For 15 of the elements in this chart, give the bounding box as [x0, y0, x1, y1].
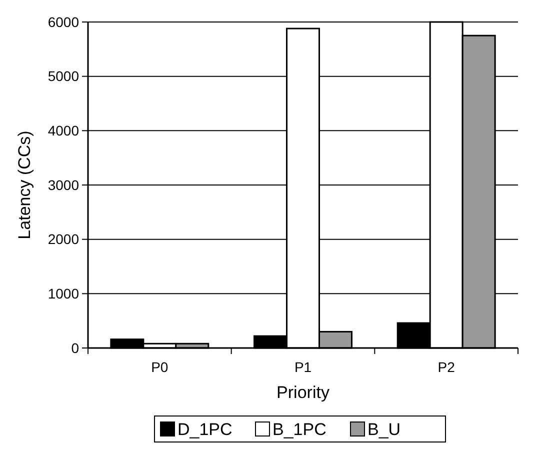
y-tick-label: 0 — [71, 340, 80, 356]
y-tick-label: 2000 — [48, 231, 80, 248]
y-axis-title: Latency (CCs) — [15, 130, 34, 240]
x-tick-label: P1 — [294, 359, 312, 375]
y-tick-label: 1000 — [48, 286, 80, 302]
y-tick-label: 6000 — [48, 14, 80, 30]
x-tick-label: P0 — [151, 359, 168, 375]
y-tick-label: 5000 — [48, 68, 80, 84]
y-tick-label: 3000 — [48, 176, 80, 193]
legend-label: B_U — [368, 420, 401, 439]
legend-label: B_1PC — [272, 420, 326, 439]
x-axis-title: Priority — [276, 383, 330, 402]
y-tick-label: 4000 — [48, 122, 80, 139]
x-tick-label: P2 — [438, 359, 456, 375]
legend-label: D_1PC — [178, 420, 232, 439]
